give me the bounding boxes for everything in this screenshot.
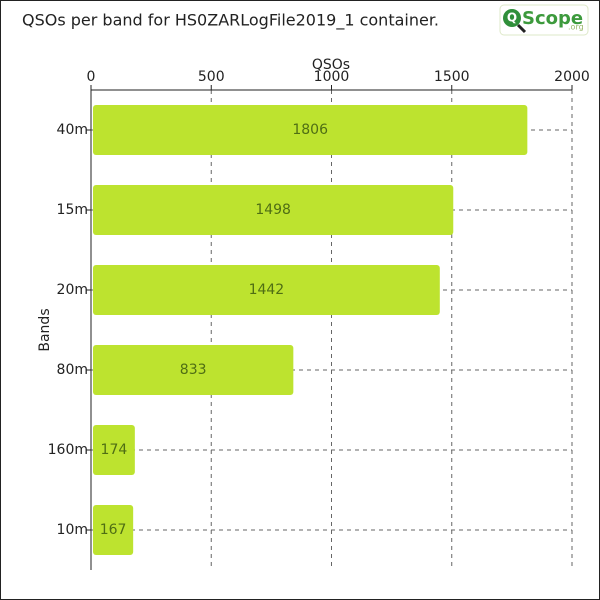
y-tick-label: 40m (57, 122, 88, 138)
value-label: 1442 (249, 282, 285, 298)
logo-handle (516, 23, 527, 34)
bar (93, 265, 440, 315)
value-label: 1806 (292, 122, 328, 138)
value-label: 833 (180, 362, 207, 378)
x-tick-label: 1500 (434, 69, 470, 85)
chart-title: QSOs per band for HS0ZARLogFile2019_1 co… (22, 11, 439, 31)
x-tick-label: 0 (87, 69, 96, 85)
y-tick-label: 80m (57, 362, 88, 378)
logo: Q Scope .org (499, 4, 589, 36)
y-tick-label: 20m (57, 282, 88, 298)
bar (93, 505, 134, 555)
value-label: 167 (100, 522, 127, 538)
y-tick-label: 160m (48, 442, 88, 458)
x-tick-label: 1000 (314, 69, 350, 85)
value-label: 1498 (255, 202, 291, 218)
logo-mark: Q (507, 11, 517, 25)
x-tick-label: 500 (198, 69, 225, 85)
bar (93, 345, 294, 395)
x-tick-label: 2000 (554, 69, 590, 85)
y-axis-label: Bands (37, 308, 53, 351)
x-axis-label: QSOs (312, 57, 350, 73)
bar (93, 185, 454, 235)
logo-circle (503, 9, 521, 27)
logo-text: Scope (522, 8, 583, 29)
y-tick-label: 15m (57, 202, 88, 218)
value-label: 174 (101, 442, 128, 458)
bar (93, 105, 528, 155)
y-tick-label: 10m (57, 522, 88, 538)
logo-suffix: .org (568, 23, 584, 32)
bar (93, 425, 135, 475)
